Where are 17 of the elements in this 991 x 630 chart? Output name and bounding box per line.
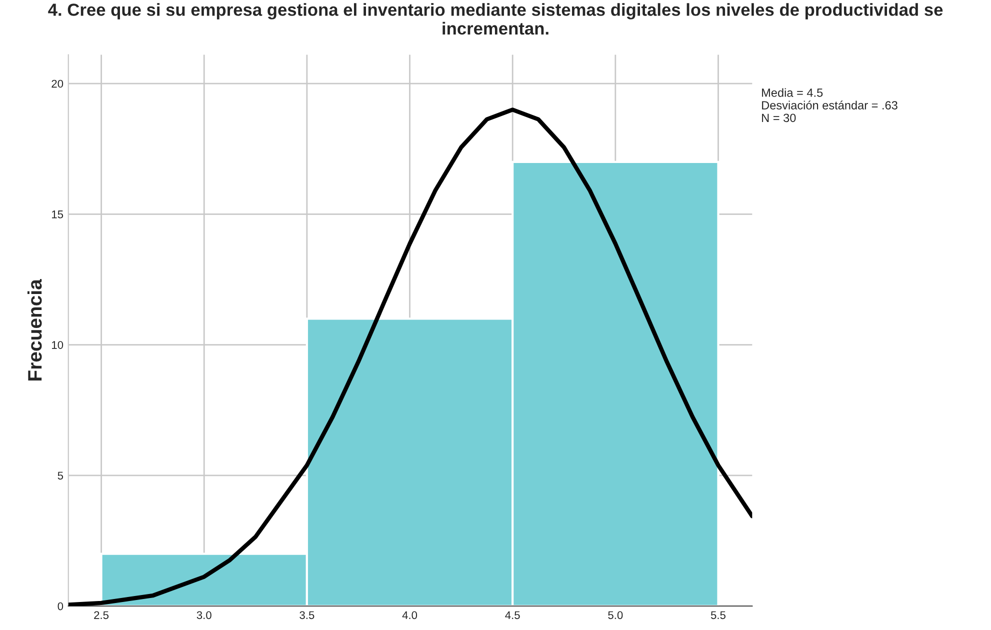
x-tick-label: 3.0 <box>196 611 212 620</box>
x-tick-label: 4.5 <box>505 611 520 620</box>
y-tick-label: 10 <box>52 341 64 349</box>
chart-title: 4. Cree que si su empresa gestiona el inventario mediante sistemas digitales los niveles de productividad se incrementan. <box>48 3 943 35</box>
text: N = 30 <box>762 114 796 122</box>
x-tick-label: 4.0 <box>402 611 418 620</box>
x-tick-label: 5.0 <box>608 611 623 620</box>
text: Desviación estándar = .63 <box>762 100 898 110</box>
text: Media = 4.5 <box>762 88 823 97</box>
x-tick-label: 3.5 <box>300 611 314 620</box>
x-tick-label: 2.5 <box>94 611 109 620</box>
y-tick-label: 5 <box>58 472 64 480</box>
y-tick-label: 0 <box>58 602 64 610</box>
y-axis-title: Frecuencia <box>27 278 42 380</box>
x-tick-label: 5.5 <box>710 611 726 620</box>
y-tick-label: 15 <box>52 210 64 218</box>
y-tick-label: 20 <box>52 80 64 88</box>
